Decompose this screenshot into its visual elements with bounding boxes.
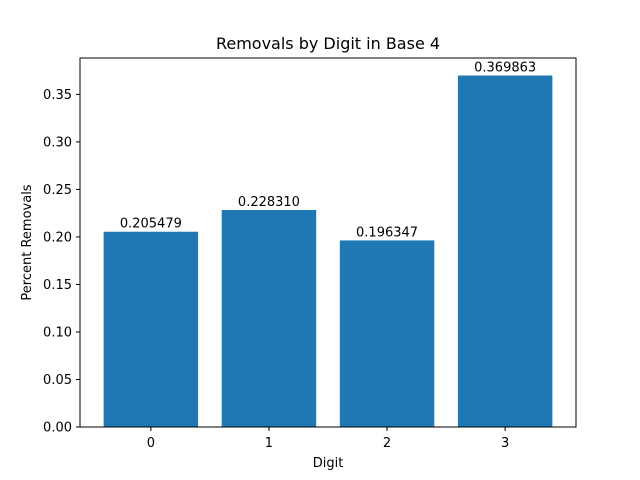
x-axis-label: Digit — [313, 456, 344, 471]
chart-title: Removals by Digit in Base 4 — [216, 34, 440, 53]
bar-2 — [339, 240, 435, 427]
y-tick-label-0.10: 0.10 — [43, 325, 72, 340]
data-label-3: 0.369863 — [474, 61, 536, 76]
x-tick-label-1: 1 — [265, 436, 273, 451]
x-tick-label-2: 2 — [383, 436, 391, 451]
x-tick-label-3: 3 — [501, 436, 509, 451]
y-tick-label-0.35: 0.35 — [43, 88, 72, 103]
y-tick-label-0.30: 0.30 — [43, 135, 72, 150]
bar-1 — [221, 210, 317, 427]
y-tick-label-0.20: 0.20 — [43, 230, 72, 245]
y-axis-label: Percent Removals — [20, 184, 35, 300]
bar-3 — [457, 75, 553, 428]
plot-area: 0.205479 0 0.228310 1 0.196347 2 0.369863 3 0.00… — [43, 61, 553, 451]
y-tick-label-0.15: 0.15 — [43, 278, 72, 293]
data-label-0: 0.205479 — [120, 217, 182, 232]
axes-frame — [79, 57, 577, 428]
x-tick-label-0: 0 — [147, 436, 155, 451]
data-label-2: 0.196347 — [356, 225, 418, 240]
data-label-1: 0.228310 — [238, 195, 300, 210]
y-tick-label-0.05: 0.05 — [43, 373, 72, 388]
y-tick-label-0.00: 0.00 — [43, 421, 72, 436]
y-tick-label-0.25: 0.25 — [43, 183, 72, 198]
bar-0 — [103, 231, 199, 427]
